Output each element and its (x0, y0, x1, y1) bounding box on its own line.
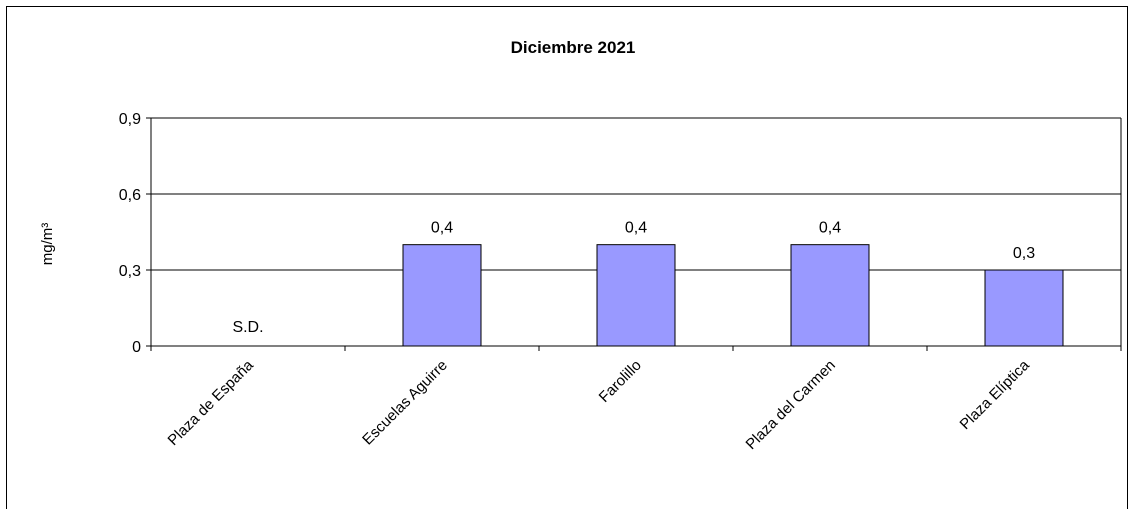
y-tick-label: 0,3 (119, 263, 141, 280)
bar (402, 244, 482, 347)
x-tick-label: Farolillo (596, 357, 645, 406)
chart-title: Diciembre 2021 (511, 38, 636, 57)
y-tick-label: 0 (132, 339, 141, 356)
x-tick-label: Plaza de España (165, 356, 258, 449)
bar (596, 244, 676, 347)
bars (402, 244, 1064, 347)
bar (790, 244, 870, 347)
data-label: S.D. (232, 319, 263, 336)
y-tick-label: 0,6 (119, 187, 141, 204)
bar (984, 269, 1064, 347)
y-axis-label: mg/m³ (39, 223, 56, 266)
data-label: 0,4 (819, 220, 841, 237)
x-tick-label: Plaza del Carmen (742, 357, 838, 453)
axes (146, 117, 1122, 351)
x-tick-label: Plaza Elíptica (957, 356, 1034, 433)
data-labels: S.D. 0,4 0,4 0,4 0,3 (232, 220, 1035, 336)
y-tick-label: 0,9 (119, 111, 141, 128)
x-tick-label: Escuelas Aguirre (359, 357, 451, 449)
chart-frame (6, 6, 1128, 509)
data-label: 0,4 (431, 220, 453, 237)
data-label: 0,3 (1013, 245, 1035, 262)
data-label: 0,4 (625, 220, 647, 237)
tick-labels: 0 0,3 0,6 0,9 Plaza de España Escuelas Aguirr… (119, 111, 1034, 453)
